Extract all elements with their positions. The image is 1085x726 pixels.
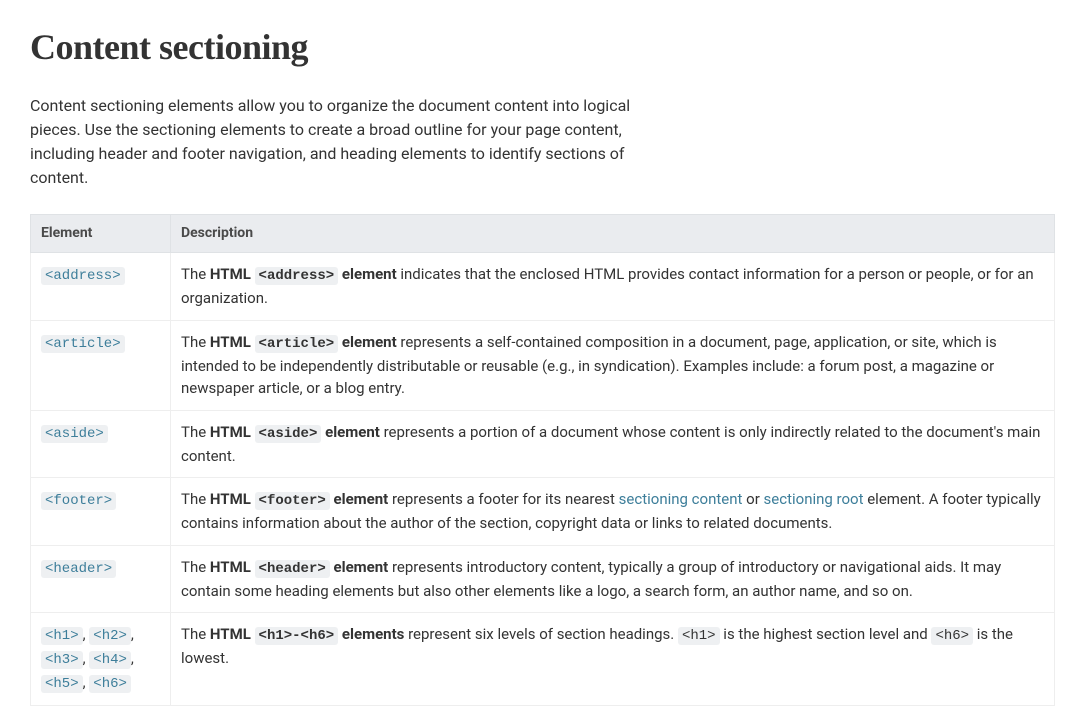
element-tag-code: <h5>	[41, 675, 83, 693]
page-title: Content sectioning	[30, 20, 1055, 74]
element-tag-code: <header>	[41, 560, 116, 578]
inline-code: <h6>	[931, 627, 973, 645]
description-cell: The HTML <footer> element represents a f…	[171, 478, 1055, 546]
element-link[interactable]: <aside>	[41, 423, 108, 441]
description-cell: The HTML <article> element represents a …	[171, 320, 1055, 410]
description-code: <header>	[255, 560, 330, 578]
table-row: <address>The HTML <address> element indi…	[31, 253, 1055, 321]
description-code: <address>	[255, 267, 339, 285]
elements-table: Element Description <address>The HTML <a…	[30, 214, 1055, 706]
element-tag-code: <h6>	[89, 675, 131, 693]
description-keyword: HTML <h1>-<h6> elements	[210, 625, 404, 643]
inline-link[interactable]: sectioning content	[619, 490, 743, 508]
element-cell: <article>	[31, 320, 171, 410]
element-cell: <address>	[31, 253, 171, 321]
table-row: <footer>The HTML <footer> element repres…	[31, 478, 1055, 546]
element-link[interactable]: <h4>	[89, 649, 131, 667]
inline-link[interactable]: sectioning root	[764, 490, 864, 508]
element-tag-code: <h2>	[89, 627, 131, 645]
description-code: <footer>	[255, 492, 330, 510]
element-tag-code: <address>	[41, 267, 125, 285]
description-keyword: HTML <aside> element	[210, 423, 380, 441]
element-tag-code: <h3>	[41, 651, 83, 669]
element-tag-code: <h1>	[41, 627, 83, 645]
description-cell: The HTML <address> element indicates tha…	[171, 253, 1055, 321]
description-keyword: HTML <header> element	[210, 558, 388, 576]
element-tag-code: <aside>	[41, 425, 108, 443]
element-cell: <aside>	[31, 410, 171, 478]
intro-paragraph: Content sectioning elements allow you to…	[30, 94, 670, 190]
description-keyword: HTML <address> element	[210, 265, 397, 283]
table-row: <aside>The HTML <aside> element represen…	[31, 410, 1055, 478]
element-link[interactable]: <header>	[41, 558, 116, 576]
table-row: <h1>, <h2>, <h3>, <h4>, <h5>, <h6>The HT…	[31, 613, 1055, 706]
element-tag-code: <article>	[41, 335, 125, 353]
element-cell: <h1>, <h2>, <h3>, <h4>, <h5>, <h6>	[31, 613, 171, 706]
element-cell: <header>	[31, 545, 171, 613]
element-link[interactable]: <article>	[41, 333, 125, 351]
element-link[interactable]: <h5>	[41, 673, 83, 691]
table-row: <article>The HTML <article> element repr…	[31, 320, 1055, 410]
description-code: <h1>-<h6>	[255, 627, 339, 645]
description-cell: The HTML <h1>-<h6> elements represent si…	[171, 613, 1055, 706]
element-link[interactable]: <h1>	[41, 625, 83, 643]
element-separator: ,	[131, 625, 134, 643]
description-keyword: HTML <article> element	[210, 333, 397, 351]
col-header-description: Description	[171, 215, 1055, 253]
description-cell: The HTML <header> element represents int…	[171, 545, 1055, 613]
element-separator: ,	[131, 649, 134, 667]
element-cell: <footer>	[31, 478, 171, 546]
elements-table-body: <address>The HTML <address> element indi…	[31, 253, 1055, 706]
element-link[interactable]: <footer>	[41, 490, 116, 508]
col-header-element: Element	[31, 215, 171, 253]
element-tag-code: <footer>	[41, 492, 116, 510]
description-keyword: HTML <footer> element	[210, 490, 388, 508]
inline-code: <h1>	[678, 627, 720, 645]
element-link[interactable]: <address>	[41, 265, 125, 283]
description-code: <aside>	[255, 425, 322, 443]
table-row: <header>The HTML <header> element repres…	[31, 545, 1055, 613]
description-code: <article>	[255, 335, 339, 353]
element-link[interactable]: <h3>	[41, 649, 83, 667]
element-link[interactable]: <h6>	[89, 673, 131, 691]
element-tag-code: <h4>	[89, 651, 131, 669]
description-cell: The HTML <aside> element represents a po…	[171, 410, 1055, 478]
element-link[interactable]: <h2>	[89, 625, 131, 643]
